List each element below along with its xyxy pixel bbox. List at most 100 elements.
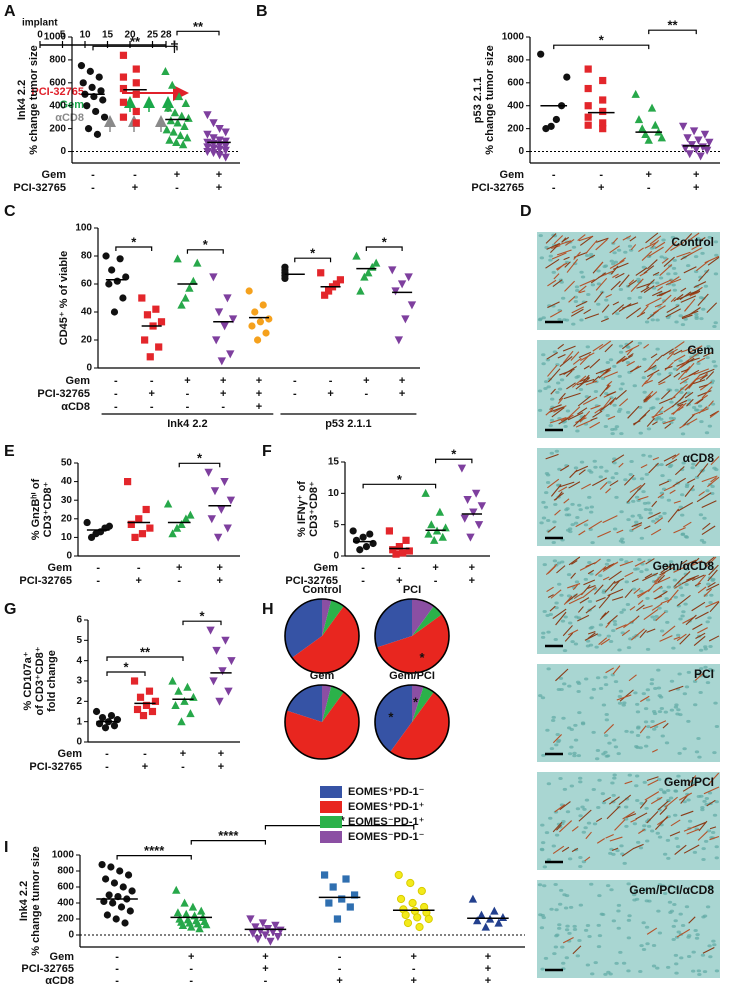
condition-mark: + bbox=[399, 388, 405, 400]
cell-nucleus bbox=[705, 681, 711, 685]
stain-streak bbox=[655, 279, 672, 288]
data-point bbox=[180, 121, 189, 130]
cell-nucleus bbox=[656, 372, 662, 376]
cell-nucleus bbox=[610, 262, 616, 266]
data-point bbox=[177, 300, 186, 309]
data-point bbox=[221, 153, 230, 162]
stain-streak bbox=[674, 583, 682, 589]
data-point bbox=[83, 102, 91, 110]
stain-streak bbox=[577, 614, 590, 622]
stain-streak bbox=[686, 418, 698, 426]
cell-nucleus bbox=[680, 513, 685, 517]
significance-label: * bbox=[123, 659, 129, 674]
cell-nucleus bbox=[618, 350, 624, 354]
cell-nucleus bbox=[673, 919, 678, 923]
stain-streak bbox=[663, 256, 675, 268]
stain-streak bbox=[710, 456, 720, 466]
stain-streak bbox=[708, 564, 719, 576]
cell-nucleus bbox=[672, 578, 678, 582]
stain-streak bbox=[616, 359, 624, 365]
cell-nucleus bbox=[698, 648, 704, 652]
stain-streak bbox=[660, 563, 674, 574]
stain-streak bbox=[652, 456, 659, 461]
cell-nucleus bbox=[617, 407, 623, 411]
condition-mark: - bbox=[552, 182, 556, 194]
stain-streak bbox=[606, 805, 620, 820]
y-tick-label: 3 bbox=[76, 676, 82, 687]
cell-nucleus bbox=[546, 518, 551, 522]
cell-nucleus bbox=[626, 936, 632, 940]
cell-nucleus bbox=[539, 256, 545, 260]
cell-nucleus bbox=[699, 420, 704, 424]
cell-nucleus bbox=[596, 302, 601, 306]
y-tick-label: 800 bbox=[57, 866, 74, 877]
stain-streak bbox=[553, 273, 560, 280]
data-point bbox=[408, 898, 417, 908]
stain-streak bbox=[560, 465, 570, 472]
cell-nucleus bbox=[555, 733, 560, 737]
stain-streak bbox=[616, 529, 624, 534]
stain-streak bbox=[556, 249, 572, 256]
stain-streak bbox=[702, 946, 715, 954]
cell-nucleus bbox=[710, 492, 715, 496]
data-point bbox=[145, 687, 154, 695]
pie-slice bbox=[322, 600, 344, 636]
cell-nucleus bbox=[557, 387, 563, 391]
stain-streak bbox=[612, 596, 624, 601]
cell-nucleus bbox=[580, 722, 586, 726]
cell-nucleus bbox=[632, 822, 638, 826]
stain-streak bbox=[687, 345, 703, 354]
stain-streak bbox=[705, 371, 715, 380]
stain-streak bbox=[643, 396, 650, 401]
stain-streak bbox=[547, 526, 556, 533]
stain-streak bbox=[631, 578, 639, 583]
stain-streak bbox=[600, 638, 610, 646]
stain-streak bbox=[605, 667, 614, 674]
stain-streak bbox=[553, 492, 564, 501]
stain-streak bbox=[599, 384, 610, 397]
stain-streak bbox=[650, 528, 662, 536]
stain-streak bbox=[557, 353, 566, 359]
cell-nucleus bbox=[598, 574, 603, 578]
stain-streak bbox=[609, 399, 615, 406]
cell-nucleus bbox=[555, 381, 561, 385]
data-point bbox=[417, 886, 426, 896]
cell-nucleus bbox=[634, 495, 640, 499]
row-label: Gem bbox=[50, 951, 75, 963]
data-point bbox=[246, 915, 255, 924]
cell-nucleus bbox=[557, 467, 562, 471]
cell-nucleus bbox=[697, 404, 703, 408]
stain-streak bbox=[547, 368, 561, 383]
condition-mark: + bbox=[336, 975, 342, 987]
cell-nucleus bbox=[563, 424, 568, 428]
stain-streak bbox=[602, 563, 615, 571]
cell-nucleus bbox=[584, 506, 590, 510]
condition-mark: + bbox=[485, 951, 491, 963]
cell-nucleus bbox=[585, 639, 591, 643]
stain-streak bbox=[693, 368, 710, 376]
stain-streak bbox=[680, 287, 687, 292]
data-point bbox=[460, 514, 469, 523]
cell-nucleus bbox=[643, 507, 649, 511]
cell-nucleus bbox=[684, 567, 690, 571]
cell-nucleus bbox=[610, 428, 615, 432]
cell-nucleus bbox=[539, 521, 544, 525]
cell-nucleus bbox=[541, 753, 546, 757]
significance-label: * bbox=[451, 447, 457, 462]
cell-nucleus bbox=[565, 409, 571, 413]
significance-label: ** bbox=[130, 34, 141, 49]
data-point bbox=[182, 133, 192, 142]
stain-streak bbox=[547, 364, 558, 377]
stain-streak bbox=[578, 285, 587, 293]
row-label: Gem bbox=[66, 375, 91, 387]
cell-nucleus bbox=[680, 924, 686, 928]
stain-streak bbox=[619, 257, 626, 264]
cell-nucleus bbox=[682, 800, 687, 804]
cell-nucleus bbox=[569, 784, 575, 788]
cell-nucleus bbox=[659, 495, 665, 499]
cell-nucleus bbox=[551, 715, 556, 719]
cell-nucleus bbox=[575, 807, 581, 811]
stain-streak bbox=[550, 245, 558, 254]
cell-nucleus bbox=[567, 527, 573, 531]
cell-nucleus bbox=[665, 620, 670, 624]
